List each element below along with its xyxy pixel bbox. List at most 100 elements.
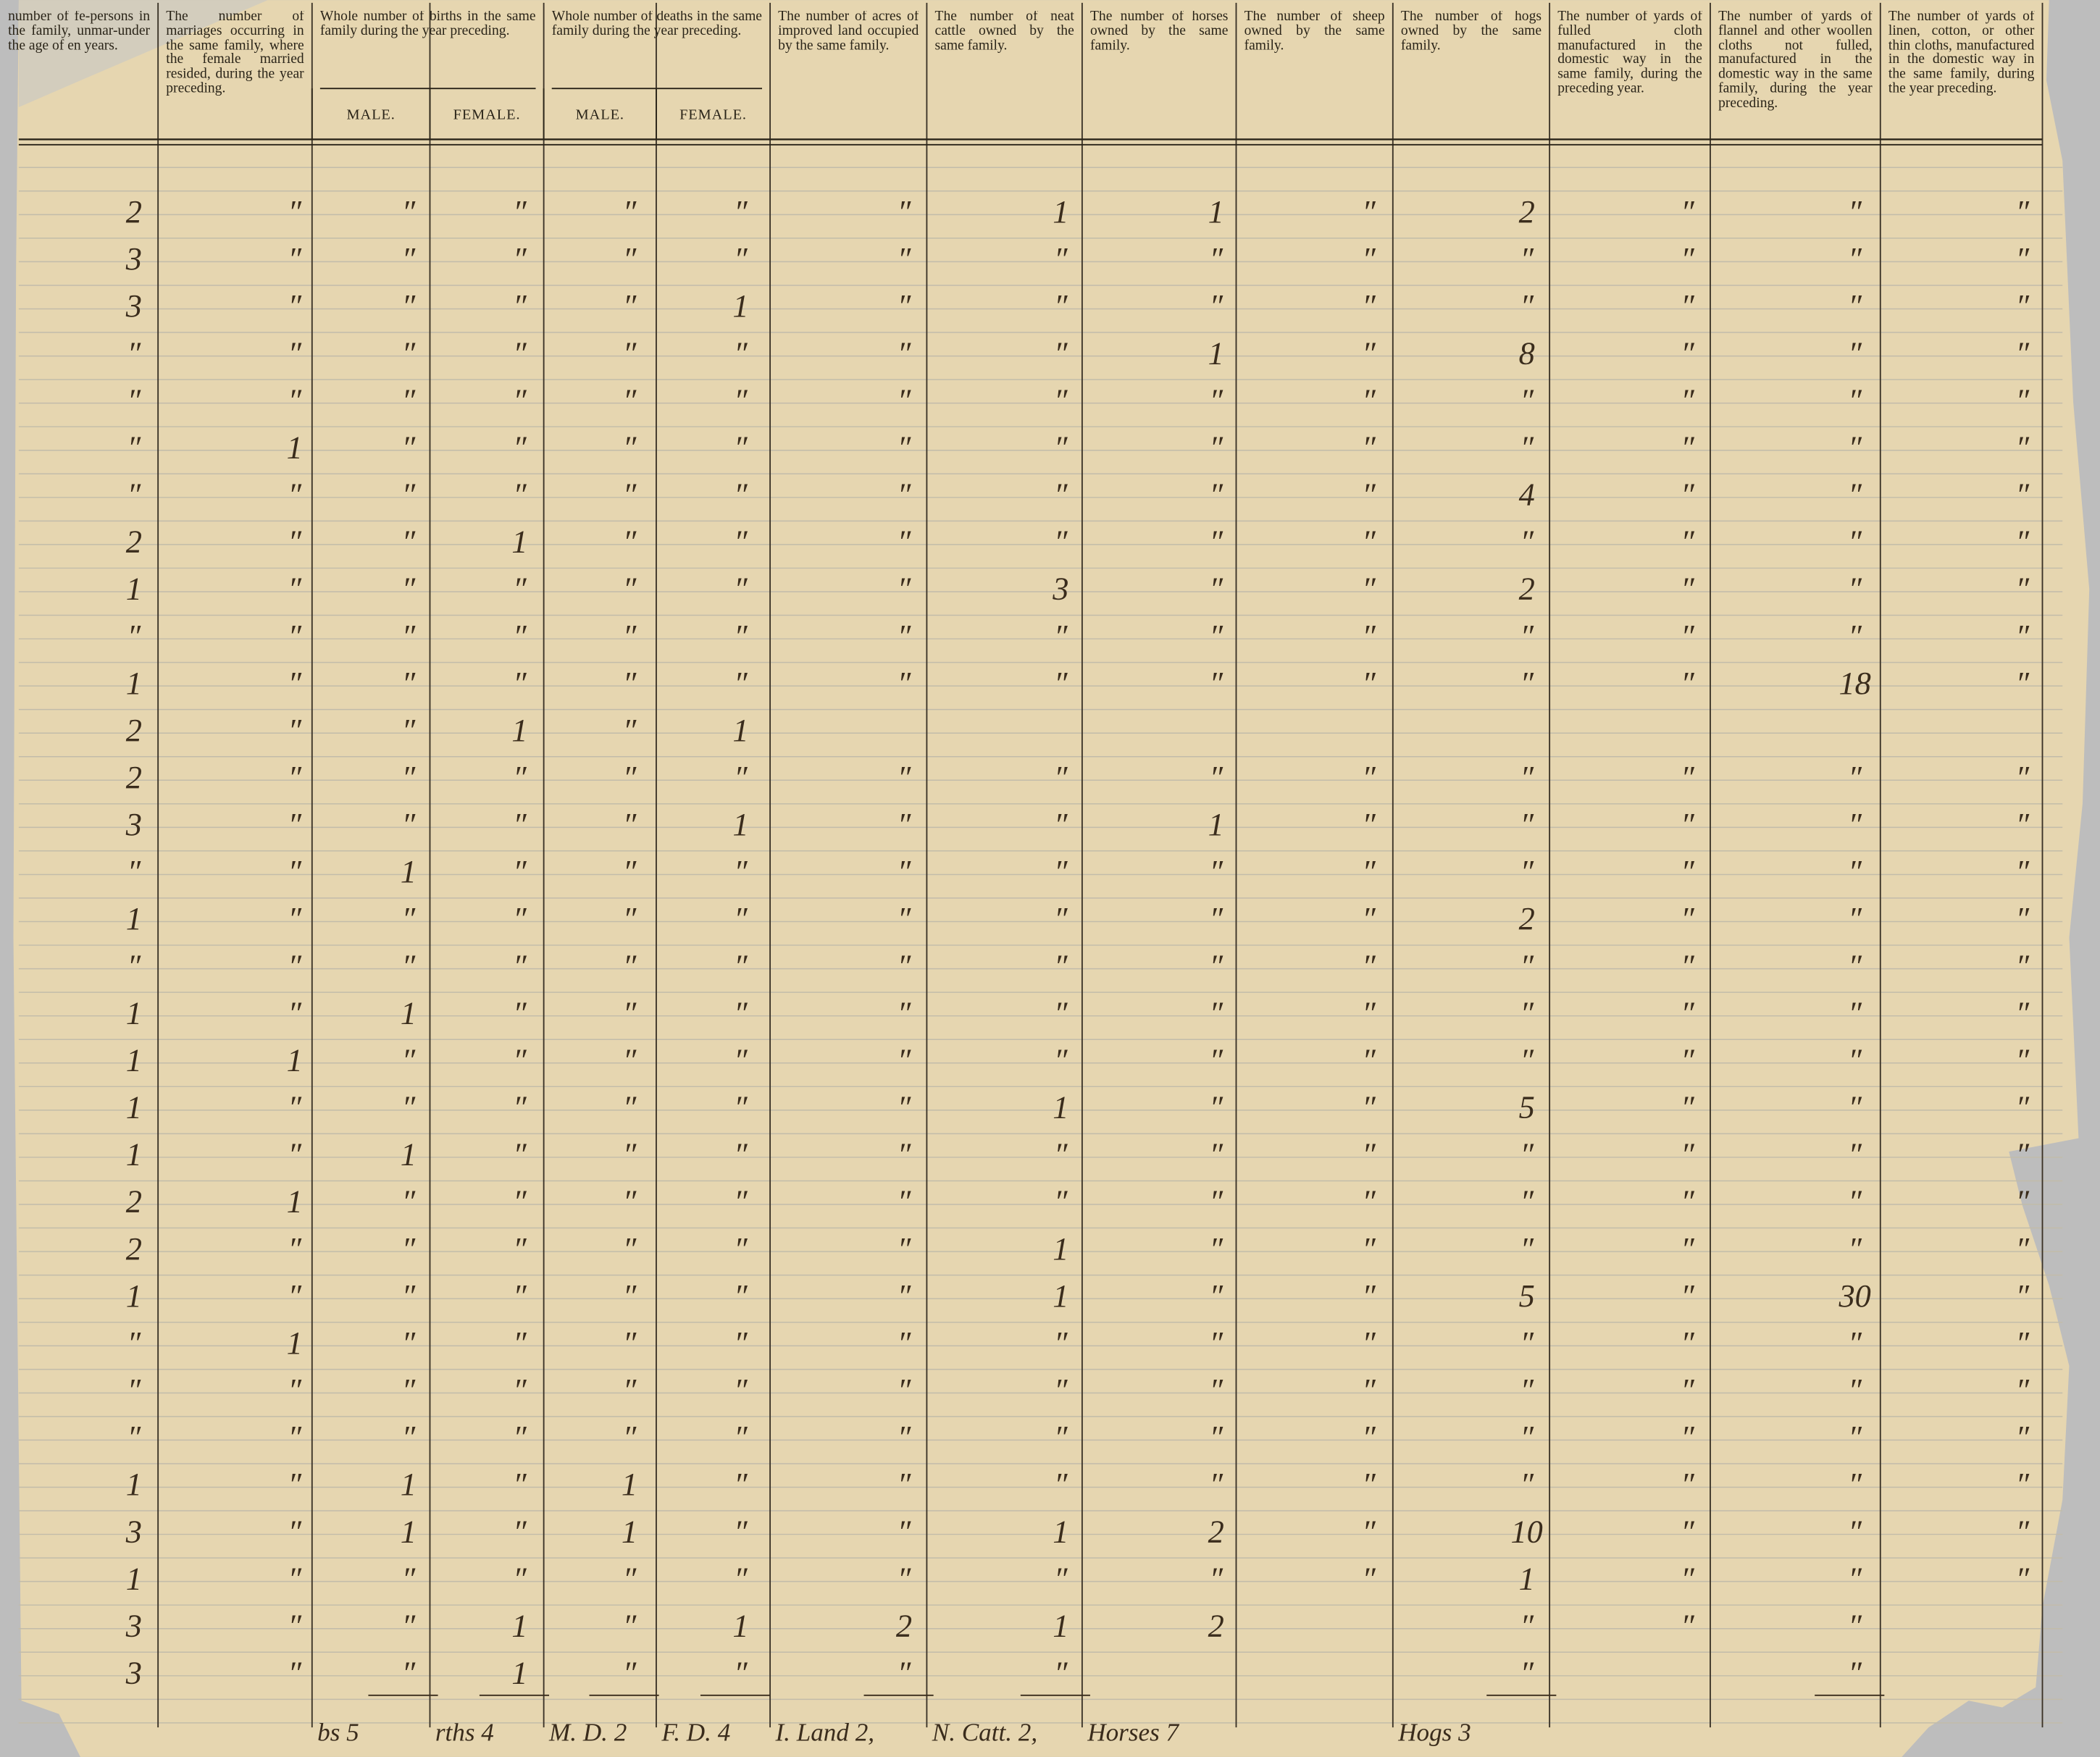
cell: ″ xyxy=(288,759,302,795)
cell: ″ xyxy=(623,1372,637,1408)
cell: ″ xyxy=(734,1136,748,1173)
cell: ″ xyxy=(623,712,637,748)
cell: ″ xyxy=(623,477,637,513)
cell: ″ xyxy=(513,477,527,513)
cell: ″ xyxy=(1054,1466,1068,1502)
cell: ″ xyxy=(898,665,911,701)
cell: ″ xyxy=(2016,1041,2030,1078)
cell: ″ xyxy=(898,900,911,936)
subheader: FEMALE. xyxy=(453,107,521,123)
cell: ″ xyxy=(1520,429,1534,465)
cell: ″ xyxy=(402,759,416,795)
cell: ″ xyxy=(1520,1183,1534,1220)
cell: ″ xyxy=(1210,477,1223,513)
cell: ″ xyxy=(1681,288,1694,324)
cell: ″ xyxy=(127,335,141,371)
cell: ″ xyxy=(623,853,637,889)
cell: 1 xyxy=(287,1041,303,1078)
cell: ″ xyxy=(1681,1372,1694,1408)
cell: ″ xyxy=(1681,1513,1694,1549)
cell: ″ xyxy=(1848,1466,1862,1502)
cell: ″ xyxy=(1520,382,1534,418)
cell: ″ xyxy=(734,1325,748,1361)
cell: ″ xyxy=(1520,1325,1534,1361)
cell: ″ xyxy=(2016,665,2030,701)
cell: ″ xyxy=(1848,853,1862,889)
cell: 1 xyxy=(1208,193,1224,230)
cell: ″ xyxy=(402,240,416,277)
cell: ″ xyxy=(127,1419,141,1455)
cell: ″ xyxy=(1210,571,1223,607)
cell: ″ xyxy=(127,853,141,889)
cell: ″ xyxy=(898,1560,911,1596)
cell: ″ xyxy=(1054,524,1068,560)
cell: ″ xyxy=(623,1089,637,1125)
cell: ″ xyxy=(127,1372,141,1408)
cell: ″ xyxy=(127,947,141,984)
cell: ″ xyxy=(1681,806,1694,842)
cell: ″ xyxy=(513,1183,527,1220)
cell: ″ xyxy=(1848,1089,1862,1125)
cell: 1 xyxy=(126,994,142,1031)
cell: ″ xyxy=(288,1419,302,1455)
cell: ″ xyxy=(734,1278,748,1314)
cell: ″ xyxy=(1681,665,1694,701)
cell: 2 xyxy=(1519,571,1535,607)
cell: ″ xyxy=(288,994,302,1031)
cell: ″ xyxy=(898,1513,911,1549)
cell: ″ xyxy=(1848,1419,1862,1455)
cell: ″ xyxy=(1681,1419,1694,1455)
header-text: The number of marriages occurring in the… xyxy=(166,10,304,97)
cell: ″ xyxy=(402,1607,416,1643)
column-header: Whole number of deaths in the same famil… xyxy=(552,11,762,38)
cell: ″ xyxy=(1210,1136,1223,1173)
paper-corner xyxy=(18,0,268,108)
column-header: number of fe-persons in the family, unma… xyxy=(8,11,150,53)
cell: ″ xyxy=(1362,1183,1376,1220)
cell: ″ xyxy=(1210,1183,1223,1220)
cell: ″ xyxy=(1848,994,1862,1031)
cell: ″ xyxy=(288,1089,302,1125)
cell: ″ xyxy=(623,618,637,654)
cell: ″ xyxy=(734,382,748,418)
cell: ″ xyxy=(513,1325,527,1361)
cell: ″ xyxy=(1520,1041,1534,1078)
cell: ″ xyxy=(1054,994,1068,1031)
cell: ″ xyxy=(1054,806,1068,842)
cell: ″ xyxy=(402,429,416,465)
cell: ″ xyxy=(513,571,527,607)
cell: ″ xyxy=(1848,429,1862,465)
cell: ″ xyxy=(288,947,302,984)
cell: ″ xyxy=(1681,1183,1694,1220)
cell: 4 xyxy=(1519,477,1535,513)
cell: ″ xyxy=(288,712,302,748)
cell: ″ xyxy=(1210,1560,1223,1596)
cell: 1 xyxy=(732,806,748,842)
cell: ″ xyxy=(1054,382,1068,418)
cell: 1 xyxy=(126,900,142,936)
cell: ″ xyxy=(1210,900,1223,936)
cell: ″ xyxy=(1681,1230,1694,1267)
cell: ″ xyxy=(734,571,748,607)
cell: ″ xyxy=(734,900,748,936)
cell: ″ xyxy=(1848,618,1862,654)
cell: ″ xyxy=(1362,335,1376,371)
cell: ″ xyxy=(1520,1372,1534,1408)
cell: ″ xyxy=(1681,477,1694,513)
cell: ″ xyxy=(402,288,416,324)
cell: ″ xyxy=(1520,994,1534,1031)
cell: ″ xyxy=(898,193,911,230)
cell: ″ xyxy=(898,1183,911,1220)
cell: ″ xyxy=(1520,618,1534,654)
cell: ″ xyxy=(1210,1419,1223,1455)
cell: ″ xyxy=(1362,1513,1376,1549)
cell: ″ xyxy=(623,994,637,1031)
cell: ″ xyxy=(513,665,527,701)
cell: ″ xyxy=(2016,947,2030,984)
cell: 1 xyxy=(1053,1278,1068,1314)
cell: ″ xyxy=(1054,240,1068,277)
cell: ″ xyxy=(1362,853,1376,889)
cell: ″ xyxy=(127,477,141,513)
cell: ″ xyxy=(402,618,416,654)
cell: ″ xyxy=(1520,853,1534,889)
